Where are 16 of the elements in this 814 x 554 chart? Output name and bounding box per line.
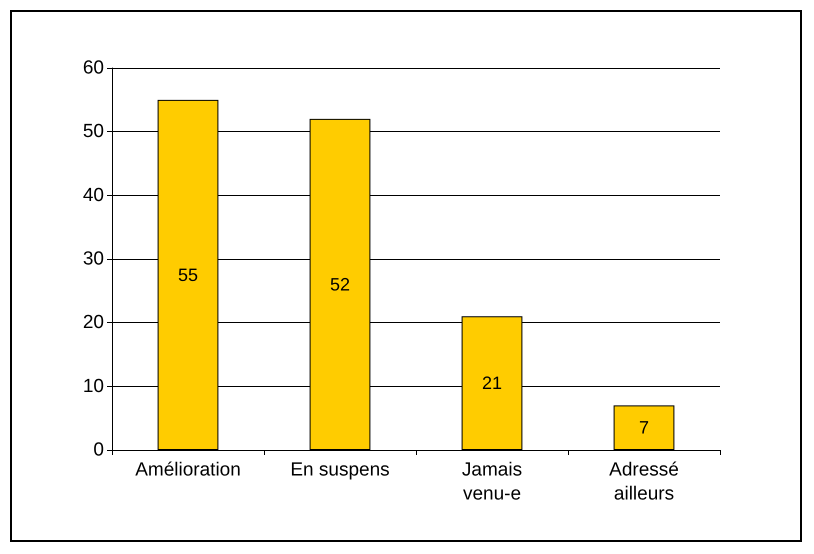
x-tick-label: En suspens bbox=[290, 460, 390, 480]
data-label: 7 bbox=[638, 418, 650, 438]
y-tick-label: 60 bbox=[82, 58, 104, 78]
data-label: 52 bbox=[330, 274, 350, 294]
x-tick-label: Jamais venu-e bbox=[462, 460, 522, 504]
bar bbox=[614, 405, 674, 450]
y-tick-label: 50 bbox=[82, 121, 104, 142]
x-tick-label: Adressé ailleurs bbox=[609, 460, 679, 504]
x-tick-label: Amélioration bbox=[135, 460, 241, 480]
y-tick-label: 40 bbox=[82, 184, 104, 206]
data-label: 55 bbox=[178, 264, 198, 285]
data-label: 21 bbox=[482, 373, 502, 394]
y-tick-label: 20 bbox=[82, 312, 104, 334]
y-tick-label: 10 bbox=[82, 376, 104, 397]
y-tick-label: 0 bbox=[93, 440, 104, 460]
y-tick-label: 30 bbox=[82, 248, 104, 270]
